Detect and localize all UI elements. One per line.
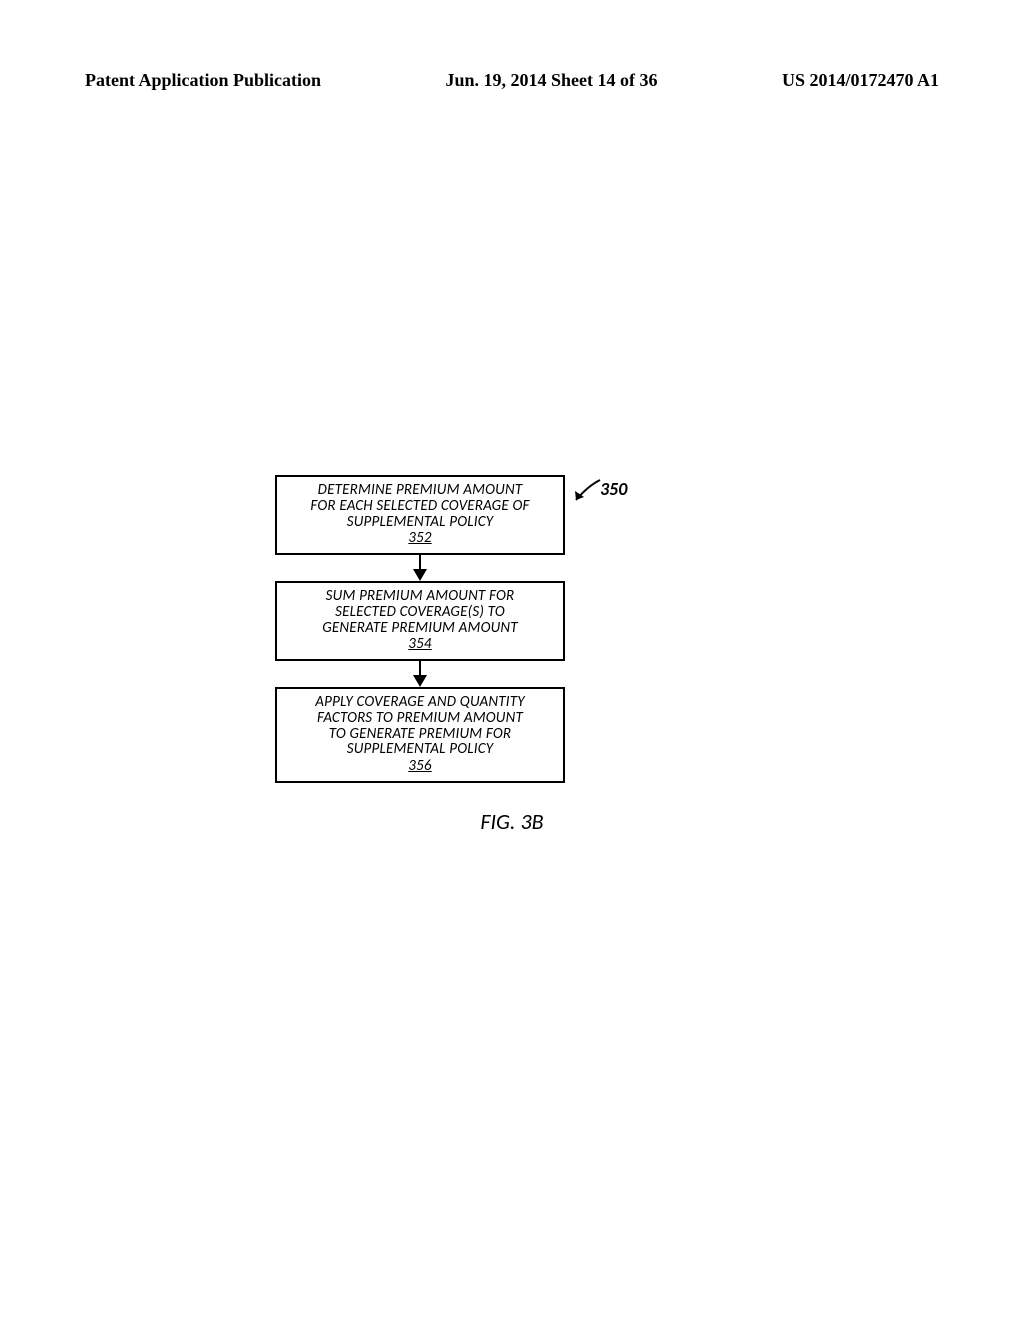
page-header: Patent Application Publication Jun. 19, …	[0, 70, 1024, 91]
flowchart: DETERMINE PREMIUM AMOUNT FOR EACH SELECT…	[275, 475, 565, 783]
flow-box-352: DETERMINE PREMIUM AMOUNT FOR EACH SELECT…	[275, 475, 565, 555]
flow-arrow	[275, 661, 565, 687]
flow-box-line: SUPPLEMENTAL POLICY	[347, 740, 494, 758]
flow-box-ref: 354	[285, 637, 555, 653]
figure-caption: FIG. 3B	[0, 808, 1024, 835]
flow-box-ref: 352	[285, 531, 555, 547]
header-date-sheet: Jun. 19, 2014 Sheet 14 of 36	[445, 70, 657, 91]
flow-box-356: APPLY COVERAGE AND QUANTITY FACTORS TO P…	[275, 687, 565, 783]
flow-box-line: GENERATE PREMIUM AMOUNT	[322, 619, 518, 637]
flow-box-354: SUM PREMIUM AMOUNT FOR SELECTED COVERAGE…	[275, 581, 565, 661]
flow-box-line: SUPPLEMENTAL POLICY	[347, 513, 494, 531]
header-publication-number: US 2014/0172470 A1	[782, 70, 939, 91]
flow-arrow	[275, 555, 565, 581]
arrow-down-icon	[410, 661, 430, 687]
header-publication-type: Patent Application Publication	[85, 70, 321, 91]
flowchart-reference-label: 350	[600, 478, 627, 500]
arrow-down-icon	[410, 555, 430, 581]
flow-box-ref: 356	[285, 759, 555, 775]
